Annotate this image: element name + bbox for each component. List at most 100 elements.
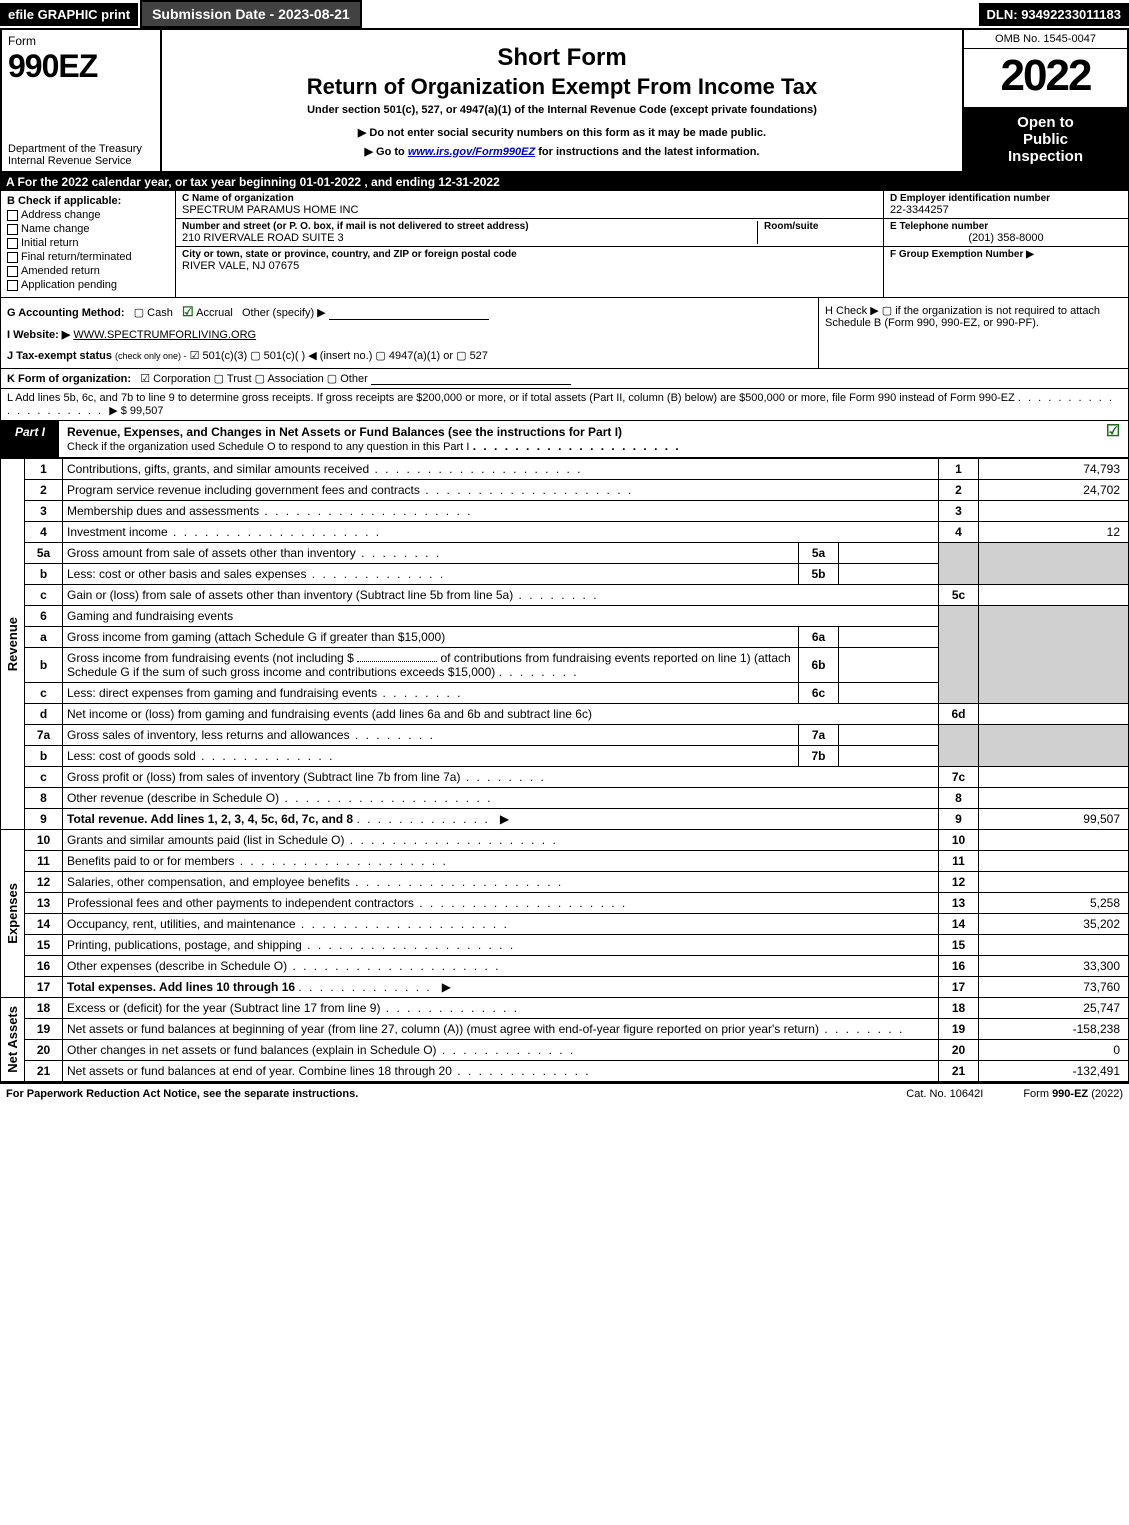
l5a-subval[interactable] [839, 543, 939, 564]
l10-num: 10 [25, 830, 63, 851]
page-footer: For Paperwork Reduction Act Notice, see … [0, 1082, 1129, 1104]
section-ghi: G Accounting Method: ▢ Cash ☑ Accrual Ot… [0, 298, 1129, 369]
b-opt-name[interactable]: Name change [7, 223, 169, 235]
l3-desc: Membership dues and assessments [63, 501, 939, 522]
c-address-row: Number and street (or P. O. box, if mail… [176, 219, 883, 247]
l8-num: 8 [25, 788, 63, 809]
l11-box: 11 [939, 851, 979, 872]
b-opt-initial[interactable]: Initial return [7, 237, 169, 249]
l3-box: 3 [939, 501, 979, 522]
l4-desc: Investment income [63, 522, 939, 543]
l5a-desc: Gross amount from sale of assets other t… [63, 543, 799, 564]
l13-amt: 5,258 [979, 893, 1129, 914]
l5a-sub: 5a [799, 543, 839, 564]
l7b-subval[interactable] [839, 746, 939, 767]
l17-desc: Total expenses. Add lines 10 through 16 [67, 980, 295, 994]
l6c-num: c [25, 683, 63, 704]
l6c-sub: 6c [799, 683, 839, 704]
l6d-desc: Net income or (loss) from gaming and fun… [63, 704, 939, 725]
l14-amt: 35,202 [979, 914, 1129, 935]
l5ab-shade1 [939, 543, 979, 585]
submission-date: Submission Date - 2023-08-21 [140, 0, 362, 28]
l15-box: 15 [939, 935, 979, 956]
l6d-num: d [25, 704, 63, 725]
l5b-subval[interactable] [839, 564, 939, 585]
b-opt-amended[interactable]: Amended return [7, 265, 169, 277]
l5b-num: b [25, 564, 63, 585]
i-website[interactable]: WWW.SPECTRUMFORLIVING.ORG [73, 329, 256, 341]
i-website-line: I Website: ▶ WWW.SPECTRUMFORLIVING.ORG [7, 328, 812, 341]
l9-amt: 99,507 [979, 809, 1129, 830]
l1-desc: Contributions, gifts, grants, and simila… [63, 459, 939, 480]
g-cash: Cash [147, 307, 173, 319]
efile-print-label[interactable]: efile GRAPHIC print [0, 3, 138, 26]
l5a-num: 5a [25, 543, 63, 564]
b-opt-pending-text: Application pending [21, 279, 117, 291]
k-other-blank[interactable] [371, 384, 571, 385]
j-line-inline: J Tax-exempt status (check only one) - ☑… [7, 349, 812, 362]
b-opt-pending[interactable]: Application pending [7, 279, 169, 291]
top-bar: efile GRAPHIC print Submission Date - 20… [0, 0, 1129, 30]
footer-right: Form 990-EZ (2022) [1023, 1088, 1123, 1100]
form-word: Form [8, 34, 154, 48]
l13-desc: Professional fees and other payments to … [63, 893, 939, 914]
l14-box: 14 [939, 914, 979, 935]
l6-desc: Gaming and fundraising events [63, 606, 939, 627]
l2-amt: 24,702 [979, 480, 1129, 501]
l1-amt: 74,793 [979, 459, 1129, 480]
l7ab-shade2 [979, 725, 1129, 767]
goto-line: ▶ Go to www.irs.gov/Form990EZ for instru… [170, 145, 954, 158]
tax-year: 2022 [964, 49, 1127, 108]
l7a-sub: 7a [799, 725, 839, 746]
l12-box: 12 [939, 872, 979, 893]
short-form-title: Short Form [170, 44, 954, 72]
col-h: H Check ▶ ▢ if the organization is not r… [818, 298, 1128, 368]
l16-num: 16 [25, 956, 63, 977]
l6c-subval[interactable] [839, 683, 939, 704]
l5c-num: c [25, 585, 63, 606]
j-sub: (check only one) - [115, 351, 187, 361]
d-ein-val: 22-3344257 [890, 204, 1122, 216]
l7ab-shade1 [939, 725, 979, 767]
side-netassets-cell: Net Assets [1, 998, 25, 1082]
l18-box: 18 [939, 998, 979, 1019]
b-opt-final-text: Final return/terminated [21, 251, 132, 263]
l2-box: 2 [939, 480, 979, 501]
side-netassets: Net Assets [5, 1006, 20, 1073]
l7a-num: 7a [25, 725, 63, 746]
g-other-blank[interactable] [329, 319, 489, 320]
open-public-badge: Open to Public Inspection [964, 108, 1127, 171]
l5c-desc: Gain or (loss) from sale of assets other… [63, 585, 939, 606]
l6b-blank[interactable] [357, 661, 437, 662]
l6a-subval[interactable] [839, 627, 939, 648]
l-amount: ▶ $ 99,507 [109, 405, 163, 417]
l12-desc: Salaries, other compensation, and employ… [63, 872, 939, 893]
l11-num: 11 [25, 851, 63, 872]
header-left: Form 990EZ Department of the Treasury In… [2, 30, 162, 171]
part1-lines-table: Revenue 1 Contributions, gifts, grants, … [0, 458, 1129, 1082]
l20-desc: Other changes in net assets or fund bala… [63, 1040, 939, 1061]
k-label: K Form of organization: [7, 373, 131, 385]
l7c-num: c [25, 767, 63, 788]
l3-amt [979, 501, 1129, 522]
l5c-amt [979, 585, 1129, 606]
col-gi: G Accounting Method: ▢ Cash ☑ Accrual Ot… [1, 298, 818, 368]
l18-desc: Excess or (deficit) for the year (Subtra… [63, 998, 939, 1019]
l17-box: 17 [939, 977, 979, 998]
l6b-subval[interactable] [839, 648, 939, 683]
irs-link[interactable]: www.irs.gov/Form990EZ [408, 146, 535, 158]
footer-right-bold: 990-EZ [1052, 1088, 1088, 1100]
l21-num: 21 [25, 1061, 63, 1082]
l12-num: 12 [25, 872, 63, 893]
l18-amt: 25,747 [979, 998, 1129, 1019]
l12-amt [979, 872, 1129, 893]
l4-num: 4 [25, 522, 63, 543]
l21-box: 21 [939, 1061, 979, 1082]
header-right: OMB No. 1545-0047 2022 Open to Public In… [962, 30, 1127, 171]
row-k: K Form of organization: ☑ Corporation ▢ … [0, 369, 1129, 389]
b-opt-final[interactable]: Final return/terminated [7, 251, 169, 263]
l7a-subval[interactable] [839, 725, 939, 746]
b-opt-address[interactable]: Address change [7, 209, 169, 221]
l21-amt: -132,491 [979, 1061, 1129, 1082]
h-text: H Check ▶ ▢ if the organization is not r… [825, 304, 1122, 329]
